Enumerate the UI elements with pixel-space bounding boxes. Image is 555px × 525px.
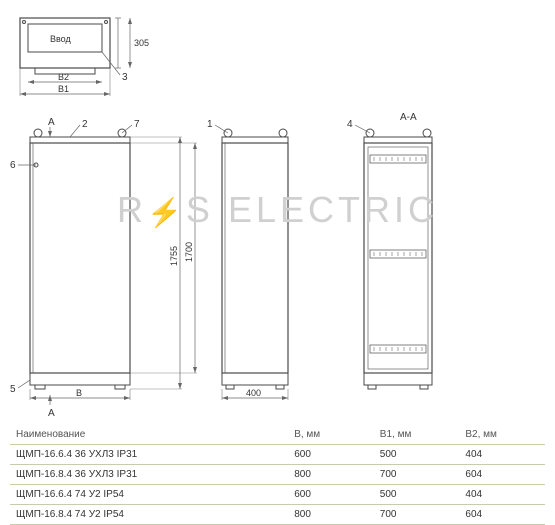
cell: ЩМП-16.8.4 74 У2 IP54 — [10, 505, 288, 525]
col-name: Наименование — [10, 425, 288, 445]
col-b1: B1, мм — [374, 425, 460, 445]
table-row: ЩМП-16.8.4 74 У2 IP54 800 700 604 — [10, 505, 545, 525]
callout-7: 7 — [134, 119, 140, 130]
callout-6: 6 — [10, 160, 16, 171]
cell: 700 — [374, 465, 460, 485]
technical-drawing: Ввод 305 3 B2 B1 — [0, 0, 555, 420]
dim-b2: B2 — [58, 72, 69, 82]
side-view: 1 1700 1755 400 — [130, 119, 288, 400]
table-row: ЩМП-16.8.4 36 УХЛ3 IP31 800 700 604 — [10, 465, 545, 485]
cell: ЩМП-16.6.4 36 УХЛ3 IP31 — [10, 445, 288, 465]
callout-1: 1 — [207, 119, 213, 130]
spec-table: Наименование B, мм B1, мм B2, мм ЩМП-16.… — [10, 425, 545, 525]
dim-B: B — [76, 388, 82, 398]
cell: 600 — [288, 485, 374, 505]
front-view: A 2 7 6 5 B A — [10, 117, 140, 419]
dim-305: 305 — [134, 38, 149, 48]
cell: ЩМП-16.8.4 36 УХЛ3 IP31 — [10, 465, 288, 485]
table-row: ЩМП-16.6.4 74 У2 IP54 600 500 404 — [10, 485, 545, 505]
callout-A-bot: A — [48, 408, 55, 419]
cell: 404 — [459, 485, 545, 505]
cell: 600 — [288, 445, 374, 465]
cell: 800 — [288, 465, 374, 485]
callout-3: 3 — [122, 72, 128, 83]
table-header-row: Наименование B, мм B1, мм B2, мм — [10, 425, 545, 445]
cell: 404 — [459, 445, 545, 465]
dim-1700: 1700 — [184, 242, 194, 262]
spec-table-area: Наименование B, мм B1, мм B2, мм ЩМП-16.… — [10, 425, 545, 525]
cell: 700 — [374, 505, 460, 525]
callout-2: 2 — [82, 119, 88, 130]
top-view-label: Ввод — [50, 34, 71, 44]
callout-A-top: A — [48, 117, 55, 128]
table-row: ЩМП-16.6.4 36 УХЛ3 IP31 600 500 404 — [10, 445, 545, 465]
cell: 500 — [374, 445, 460, 465]
col-b: B, мм — [288, 425, 374, 445]
top-view: Ввод 305 3 B2 B1 — [20, 18, 149, 96]
callout-4: 4 — [347, 119, 353, 130]
dim-1755: 1755 — [169, 246, 179, 266]
cell: 800 — [288, 505, 374, 525]
cell: 500 — [374, 485, 460, 505]
diagram-area: Ввод 305 3 B2 B1 — [0, 0, 555, 420]
dim-b1: B1 — [58, 84, 69, 94]
section-view: A-A — [347, 112, 432, 389]
section-title: A-A — [400, 112, 417, 123]
cell: 604 — [459, 465, 545, 485]
dim-400: 400 — [246, 388, 261, 398]
callout-5: 5 — [10, 384, 16, 395]
cell: 604 — [459, 505, 545, 525]
cell: ЩМП-16.6.4 74 У2 IP54 — [10, 485, 288, 505]
col-b2: B2, мм — [459, 425, 545, 445]
